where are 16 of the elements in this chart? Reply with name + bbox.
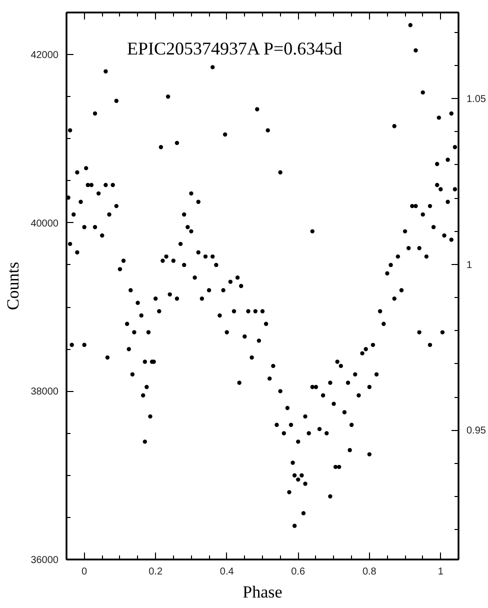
y-tick-label: 36000	[30, 555, 59, 566]
y2-tick-label: 1.05	[466, 94, 486, 106]
text: EPIC205374937A P=0.6345d	[126, 38, 342, 59]
y-axis-title: Counts	[4, 262, 23, 310]
y2-tick-label: 0.95	[466, 426, 486, 437]
y-tick-label: 38000	[30, 386, 59, 398]
x-tick-label: 0.8	[362, 566, 377, 578]
x-tick-label: 0.4	[220, 566, 234, 578]
x-tick-label: 0.2	[148, 566, 163, 578]
x-axis-title: Phase	[242, 582, 282, 602]
y-tick-label: 40000	[30, 218, 59, 230]
y-tick-label: 42000	[30, 50, 59, 62]
x-tick-label: 0.6	[291, 566, 306, 578]
x-tick-label: 0	[82, 566, 88, 578]
y2-tick-label: 1	[466, 260, 472, 271]
x-tick-label: 1	[438, 566, 444, 578]
